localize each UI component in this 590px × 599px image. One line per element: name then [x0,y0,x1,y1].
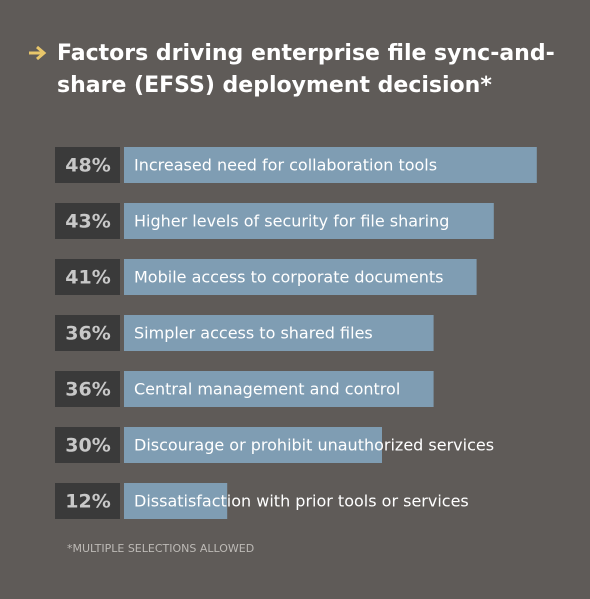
bar [124,483,228,519]
bar [124,427,382,463]
value-label: 36% [65,323,110,345]
bar [124,259,477,295]
value-box [55,315,120,351]
category-label: Simpler access to shared files [134,324,373,343]
footnote: *MULTIPLE SELECTIONS ALLOWED [67,542,254,555]
arrow-icon [29,45,47,61]
category-label: Increased need for collaboration tools [134,156,437,175]
value-label: 48% [65,155,110,177]
category-label: Dissatisfaction with prior tools or serv… [134,492,469,511]
value-box [55,147,120,183]
value-label: 36% [65,379,110,401]
category-label: Higher levels of security for file shari… [134,212,449,231]
value-box [55,259,120,295]
value-label: 12% [65,491,110,513]
value-label: 43% [65,211,110,233]
value-box [55,483,120,519]
chart-title: Factors driving enterprise file sync-and… [57,41,555,98]
category-label: Central management and control [134,380,400,399]
category-label: Discourage or prohibit unauthorized serv… [134,436,494,455]
value-box [55,427,120,463]
value-box [55,371,120,407]
bar [124,147,537,183]
bar [124,315,434,351]
value-box [55,203,120,239]
bar [124,203,494,239]
value-label: 41% [65,267,110,289]
category-label: Mobile access to corporate documents [134,268,443,287]
bar [124,371,434,407]
value-label: 30% [65,435,110,457]
